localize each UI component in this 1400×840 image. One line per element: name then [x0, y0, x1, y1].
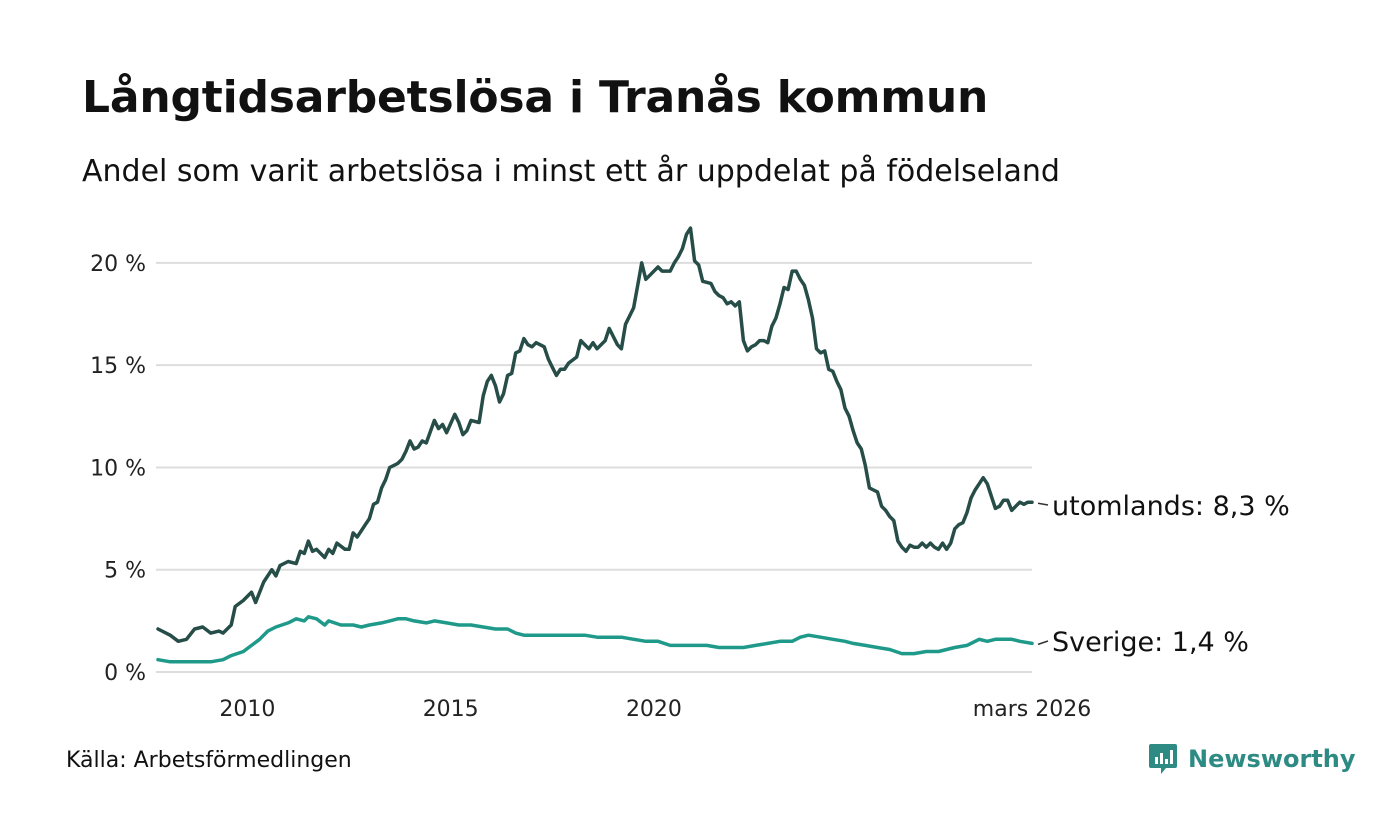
- source-note: Källa: Arbetsförmedlingen: [66, 748, 352, 773]
- y-tick-label: 20 %: [90, 252, 146, 277]
- y-tick-label: 5 %: [104, 559, 146, 584]
- y-tick-label: 0 %: [104, 661, 146, 686]
- end-label-sverige: Sverige: 1,4 %: [1052, 627, 1249, 658]
- newsworthy-icon: [1149, 744, 1177, 774]
- brand-name: Newsworthy: [1188, 745, 1356, 773]
- x-tick-label: 2020: [626, 697, 682, 722]
- y-tick-label: 10 %: [90, 456, 146, 481]
- series-line-sverige: [156, 615, 1034, 664]
- x-tick-label: 2010: [219, 697, 275, 722]
- end-label-utomlands: utomlands: 8,3 %: [1052, 491, 1290, 522]
- end-label-connector: [1037, 502, 1049, 506]
- chart-subtitle: Andel som varit arbetslösa i minst ett å…: [82, 154, 1060, 189]
- chart-title: Långtidsarbetslösa i Tranås kommun: [82, 72, 989, 123]
- x-tick-label: mars 2026: [973, 697, 1091, 722]
- newsworthy-logo: Newsworthy: [1148, 742, 1356, 776]
- x-tick-label: 2015: [423, 697, 479, 722]
- y-tick-label: 15 %: [90, 354, 146, 379]
- end-label-connector: [1037, 640, 1049, 646]
- series-line-utomlands: [156, 226, 1034, 644]
